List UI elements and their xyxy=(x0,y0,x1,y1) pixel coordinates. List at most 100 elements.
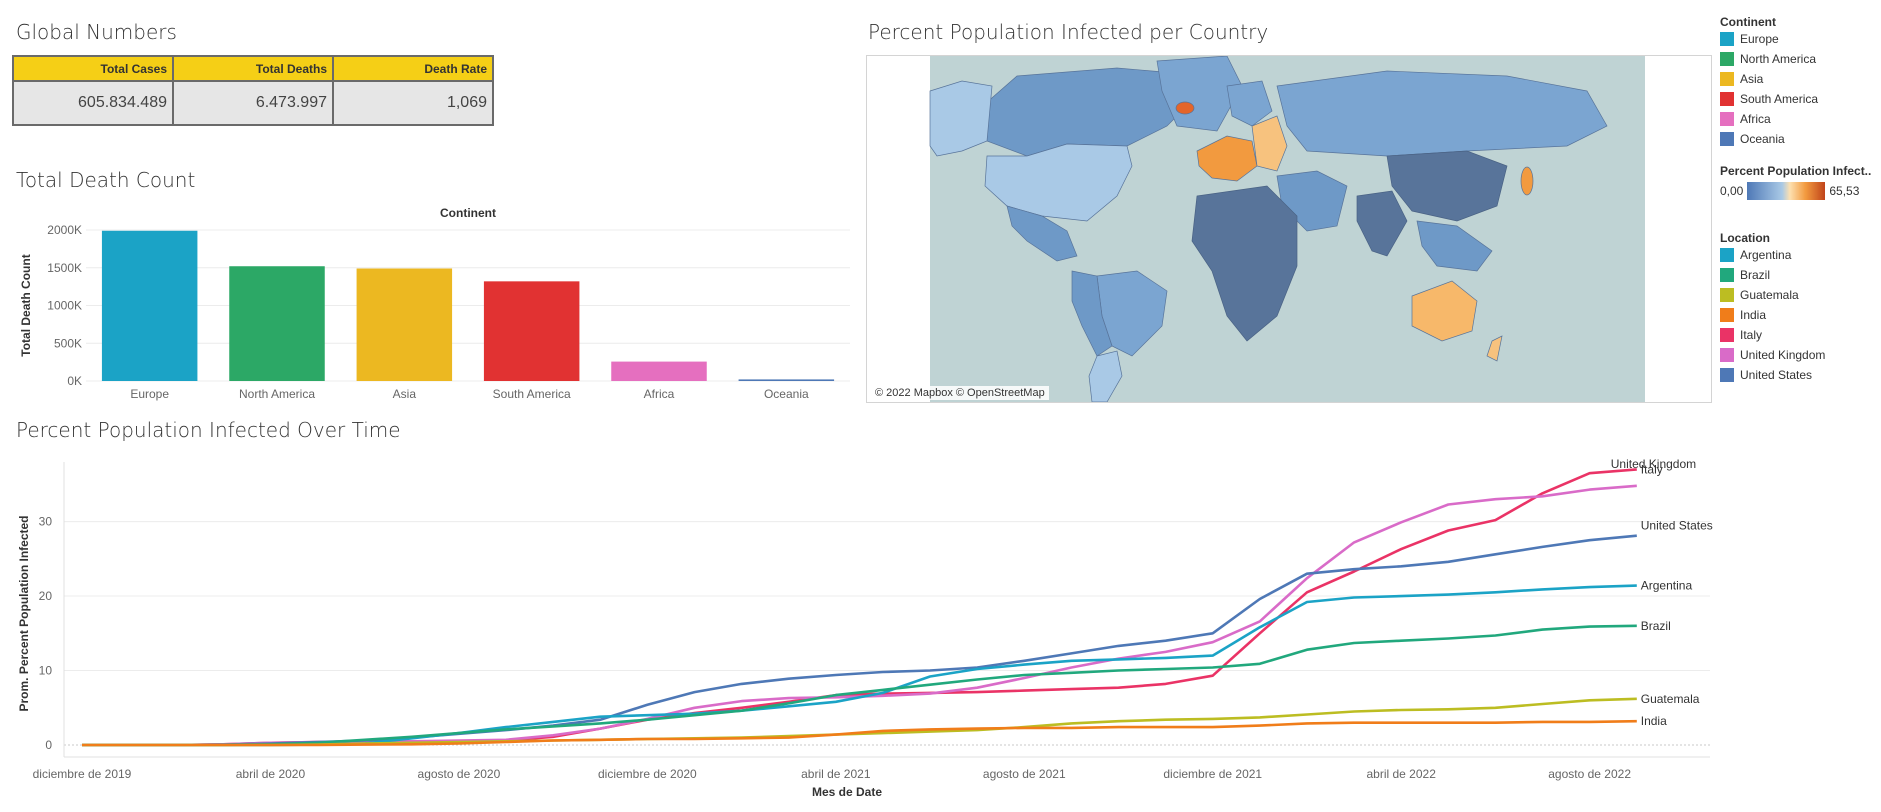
legend-item-asia[interactable]: Asia xyxy=(1720,69,1818,89)
country-argentina[interactable] xyxy=(1088,350,1123,402)
location-legend-title: Location xyxy=(1720,231,1770,245)
map-credit: © 2022 Mapbox © OpenStreetMap xyxy=(871,386,1049,400)
legend-swatch xyxy=(1720,248,1734,262)
total-deaths-value: 6.473.997 xyxy=(172,80,334,126)
y-tick-label: 1000K xyxy=(47,299,82,313)
legend-item-south-america[interactable]: South America xyxy=(1720,89,1818,109)
legend-swatch xyxy=(1720,368,1734,382)
legend-item-italy[interactable]: Italy xyxy=(1720,325,1825,345)
y-tick-label: 500K xyxy=(54,336,82,350)
line-label: India xyxy=(1641,714,1667,728)
country-africa[interactable] xyxy=(1191,185,1298,342)
country-eastern-europe[interactable] xyxy=(1251,115,1288,172)
country-australia[interactable] xyxy=(1411,280,1478,342)
legend-item-africa[interactable]: Africa xyxy=(1720,109,1818,129)
bar-europe xyxy=(101,230,198,381)
x-axis-title: Mes de Date xyxy=(812,785,882,799)
line-italy xyxy=(82,468,1637,747)
line-argentina xyxy=(82,584,1637,747)
x-tick-label: Europe xyxy=(130,387,169,401)
legend-label: North America xyxy=(1740,52,1817,66)
infection-line-chart[interactable]: 0 10 20 30 diciembre de 2019 abril de 2020 ago… xyxy=(14,450,1714,800)
y-tick-label: 30 xyxy=(39,515,53,529)
x-tick-label: Asia xyxy=(393,387,417,401)
legend-swatch xyxy=(1720,72,1734,86)
line-label: United Kingdom xyxy=(1611,457,1696,471)
continent-legend: Continent Europe North America Asia Sout… xyxy=(1720,15,1818,149)
country-japan[interactable] xyxy=(1520,166,1534,196)
y-tick-label: 0 xyxy=(45,738,52,752)
continent-legend-list: Europe North America Asia South America … xyxy=(1720,29,1818,149)
legend-item-united-kingdom[interactable]: United Kingdom xyxy=(1720,345,1825,365)
color-scale-max: 65,53 xyxy=(1829,184,1860,198)
country-southeast-asia[interactable] xyxy=(1416,220,1493,272)
legend-label: United States xyxy=(1740,368,1813,382)
country-usa[interactable] xyxy=(984,143,1133,222)
death-count-bar-chart[interactable]: 0K 500K 1000K 1500K 2000K Continent Total Deat… xyxy=(14,200,854,410)
legend-item-oceania[interactable]: Oceania xyxy=(1720,129,1818,149)
x-axis-title: Continent xyxy=(440,206,496,220)
country-western-europe[interactable] xyxy=(1196,135,1258,182)
legend-label: Brazil xyxy=(1740,268,1771,282)
line-india xyxy=(82,719,1637,747)
x-tick-label: abril de 2022 xyxy=(1366,767,1436,781)
legend-swatch xyxy=(1720,328,1734,342)
x-tick-label: agosto de 2020 xyxy=(418,767,501,781)
legend-swatch xyxy=(1720,268,1734,282)
line-label: Italy xyxy=(1641,462,1663,476)
legend-item-brazil[interactable]: Brazil xyxy=(1720,265,1825,285)
country-andean[interactable] xyxy=(1071,270,1113,357)
legend-label: Europe xyxy=(1740,32,1779,46)
country-russia[interactable] xyxy=(1276,70,1608,157)
color-scale-legend: Percent Population Infect.. 0,00 65,53 xyxy=(1720,164,1871,200)
legend-label: United Kingdom xyxy=(1740,348,1826,362)
global-numbers-title: Global Numbers xyxy=(16,20,177,44)
country-new-zealand[interactable] xyxy=(1486,335,1503,362)
map-canvas[interactable] xyxy=(867,56,1711,402)
y-tick-label: 1500K xyxy=(47,261,82,275)
total-cases-header: Total Cases xyxy=(12,55,174,82)
world-map[interactable]: © 2022 Mapbox © OpenStreetMap xyxy=(866,55,1712,403)
y-tick-label: 0K xyxy=(67,374,82,388)
legend-item-argentina[interactable]: Argentina xyxy=(1720,245,1825,265)
legend-item-north-america[interactable]: North America xyxy=(1720,49,1818,69)
legend-item-united-states[interactable]: United States xyxy=(1720,365,1825,385)
x-tick-label: South America xyxy=(493,387,571,401)
line-brazil xyxy=(82,624,1637,747)
total-cases-value: 605.834.489 xyxy=(12,80,174,126)
x-tick-label: diciembre de 2019 xyxy=(33,767,132,781)
legend-label: Africa xyxy=(1740,112,1771,126)
legend-swatch xyxy=(1720,348,1734,362)
legend-label: Italy xyxy=(1740,328,1763,342)
x-tick-label: agosto de 2022 xyxy=(1548,767,1631,781)
country-iceland[interactable] xyxy=(1175,101,1195,115)
x-tick-label: Oceania xyxy=(764,387,809,401)
global-numbers-table: Total Cases Total Deaths Death Rate 605.… xyxy=(12,55,494,126)
location-legend-list: Argentina Brazil Guatemala India Italy U… xyxy=(1720,245,1825,385)
y-tick-label: 2000K xyxy=(47,223,82,237)
legend-label: India xyxy=(1740,308,1767,322)
y-axis-title: Prom. Percent Population Infected xyxy=(17,515,31,711)
legend-swatch xyxy=(1720,32,1734,46)
y-axis-title: Total Death Count xyxy=(19,254,33,356)
country-scandinavia[interactable] xyxy=(1226,80,1273,127)
line-united-kingdom xyxy=(82,484,1637,747)
country-alaska[interactable] xyxy=(929,80,993,157)
legend-swatch xyxy=(1720,52,1734,66)
legend-swatch xyxy=(1720,132,1734,146)
bar-africa xyxy=(611,361,707,381)
bar-north-america xyxy=(229,266,325,381)
country-china[interactable] xyxy=(1386,150,1508,222)
country-india[interactable] xyxy=(1356,190,1408,257)
line-label: Guatemala xyxy=(1641,692,1700,706)
legend-swatch xyxy=(1720,308,1734,322)
legend-item-guatemala[interactable]: Guatemala xyxy=(1720,285,1825,305)
x-tick-label: North America xyxy=(239,387,315,401)
x-tick-label: abril de 2020 xyxy=(236,767,306,781)
death-count-title: Total Death Count xyxy=(16,168,196,192)
legend-item-europe[interactable]: Europe xyxy=(1720,29,1818,49)
x-tick-label: diciembre de 2021 xyxy=(1163,767,1262,781)
legend-item-india[interactable]: India xyxy=(1720,305,1825,325)
country-mexico[interactable] xyxy=(1006,205,1078,262)
line-label: Brazil xyxy=(1641,619,1671,633)
